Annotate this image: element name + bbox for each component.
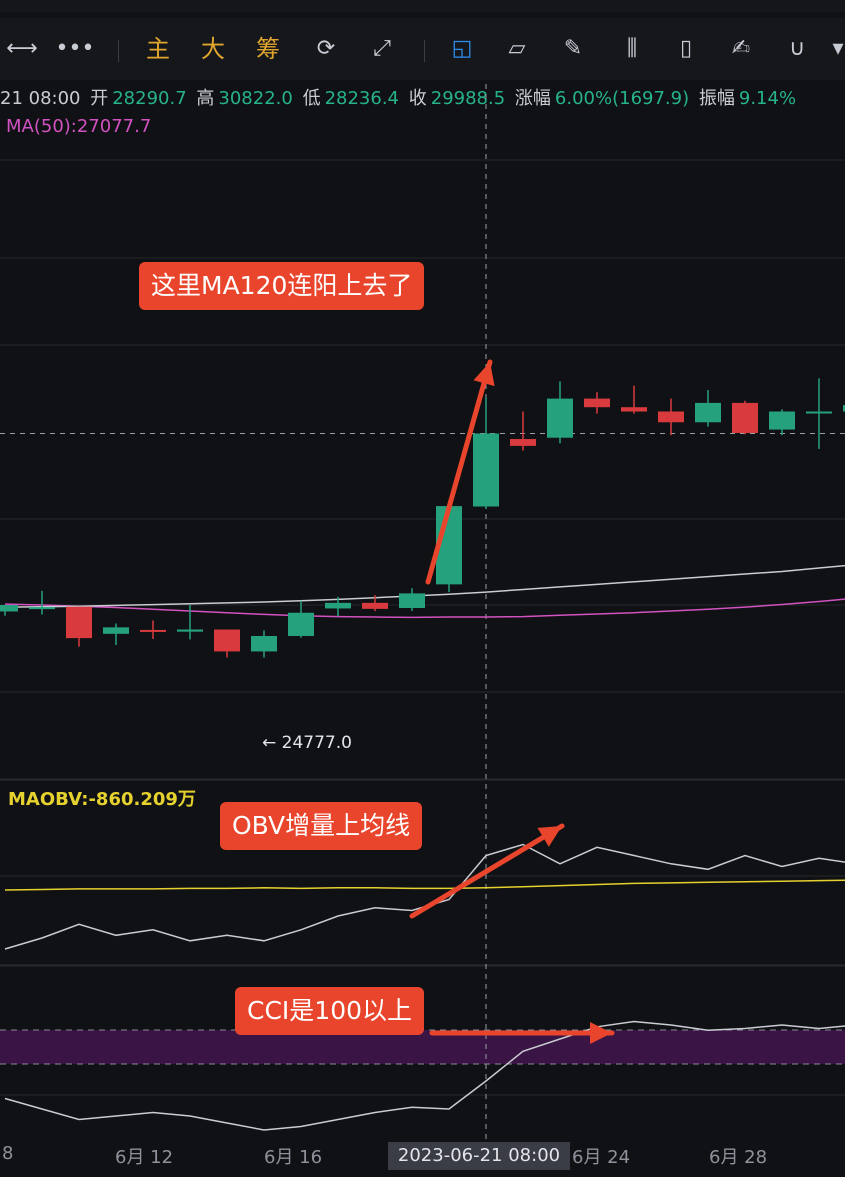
close-value: 29988.5 (430, 88, 506, 109)
candle-body (325, 602, 351, 609)
toolbar-separator (424, 40, 425, 62)
chip-distribution-button[interactable]: 筹 (256, 35, 280, 63)
expand-button[interactable]: ▾ (832, 36, 844, 61)
more-menu-button[interactable]: ••• (55, 36, 95, 61)
high-label: 高 (196, 88, 215, 109)
callout-obv: OBV增量上均线 (220, 802, 423, 850)
ruler-button[interactable]: ▱ (508, 36, 526, 61)
top-strip (0, 0, 845, 12)
arrow-obv-shaft (409, 823, 565, 919)
candle-body (547, 398, 573, 438)
low-label: 低 (302, 88, 321, 109)
candle-body (177, 629, 203, 632)
low-value: 28236.4 (324, 88, 400, 109)
arrow-ma-shaft (425, 359, 493, 585)
arrow-ma-head (473, 362, 495, 387)
high-value: 30822.0 (218, 88, 293, 109)
candle-body (399, 593, 425, 609)
single-candle-button[interactable]: ▯ (679, 36, 693, 61)
candle-body (362, 602, 388, 609)
callout-cci: CCI是100以上 (235, 987, 425, 1035)
candle-body (29, 607, 55, 610)
candle-body (510, 439, 536, 446)
candle-body (214, 629, 240, 652)
candle-body (0, 605, 18, 612)
candle-settings-button[interactable]: ⫼ (626, 36, 638, 61)
toolbar: ⟷ ••• 主 大 筹 ⟳ ⤢ ◱ ▱ ✎ ⫼ ▯ ✍ ∪ ▾ (0, 18, 845, 80)
crosshair-time-label: 2023-06-21 08:00 (388, 1142, 570, 1170)
x-label-2: 6月 16 (264, 1147, 323, 1168)
callout-ma: 这里MA120连阳上去了 (139, 262, 425, 310)
candle-body (140, 629, 166, 632)
change-label: 涨幅 (514, 88, 551, 109)
ohlc-readout: 21 08:00 开 28290.7 高 30822.0 低 28236.4 收 299… (0, 84, 845, 112)
ma50-line (4, 598, 845, 619)
ma50-label: MA(50):27077.7 (6, 116, 152, 137)
toolbar-separator (118, 40, 119, 62)
amplitude-label: 振幅 (698, 88, 735, 109)
open-label: 开 (90, 88, 109, 109)
sync-draw-button[interactable]: ⟳ (316, 36, 336, 61)
candle-body (251, 635, 277, 652)
close-label: 收 (408, 88, 427, 109)
amplitude-value: 9.14% (738, 88, 797, 109)
x-label-3: 6月 24 (572, 1147, 631, 1168)
candle-body (621, 407, 647, 412)
trend-line-button[interactable]: ⤢ (373, 36, 391, 61)
maobv-label: MAOBV:-860.209万 (8, 789, 196, 810)
candle-body (584, 398, 610, 408)
measure-tool-button[interactable]: ⟷ (6, 36, 38, 61)
open-value: 28290.7 (112, 88, 187, 109)
x-label-4: 6月 28 (709, 1147, 768, 1168)
magnet-button[interactable]: ∪ (788, 36, 806, 61)
change-value: 6.00%(1697.9) (554, 88, 690, 109)
candle-body (843, 405, 845, 412)
candle-body (769, 411, 795, 430)
low-marker: ← 24777.0 (262, 733, 352, 753)
arrow-obv-head (537, 826, 562, 847)
ohlc-time: 21 08:00 (0, 88, 81, 109)
cci-line (4, 1020, 845, 1131)
x-label-1: 6月 12 (115, 1147, 174, 1168)
big-order-button[interactable]: 大 (201, 35, 225, 63)
candle-body (288, 612, 314, 636)
candle-body (66, 606, 92, 639)
obv-line (4, 843, 845, 950)
ma120-line (4, 564, 845, 608)
candle-body (732, 402, 758, 433)
maobv-line (4, 879, 845, 891)
candle-body (806, 411, 832, 414)
arrow-cci-head (590, 1022, 612, 1044)
main-indicator-button[interactable]: 主 (146, 35, 170, 63)
x-label-0: 8 (2, 1143, 14, 1164)
candle-body (473, 433, 499, 507)
cci-band (0, 1030, 845, 1064)
candle-body (658, 411, 684, 423)
candle-body (103, 627, 129, 634)
pencil-button[interactable]: ✎ (563, 36, 583, 61)
draw-mode-button[interactable]: ◱ (451, 36, 473, 61)
candle-body (695, 402, 721, 423)
note-button[interactable]: ✍ (731, 36, 751, 61)
